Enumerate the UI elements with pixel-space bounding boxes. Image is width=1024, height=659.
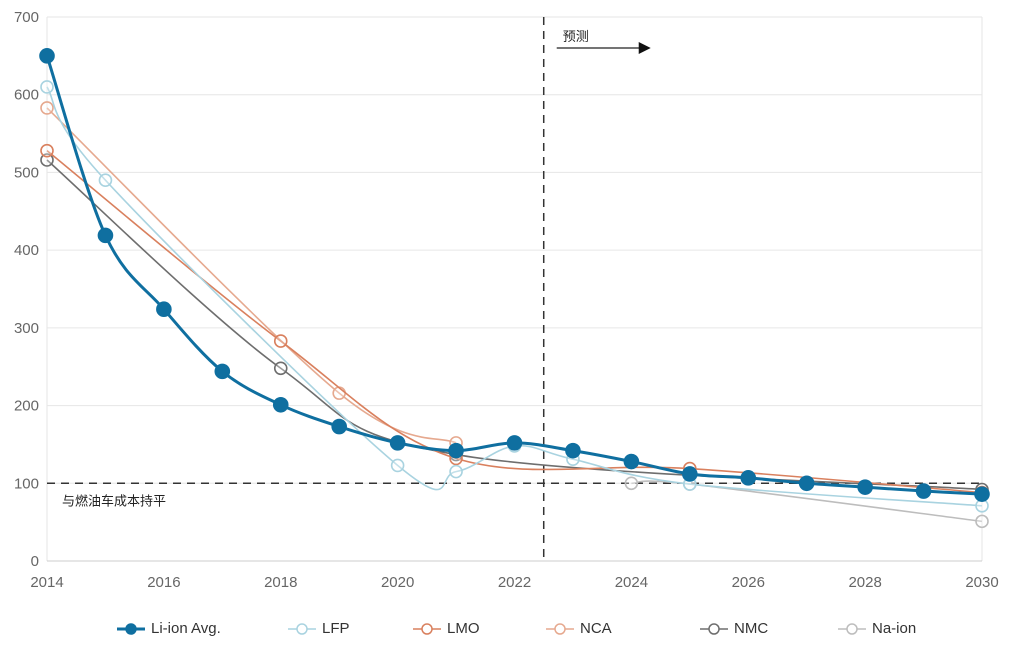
data-point-li-ion-avg: [506, 435, 523, 451]
data-point-nca: [332, 386, 346, 400]
data-point-nmc: [273, 361, 288, 376]
series-li-ion-avg: [39, 48, 990, 502]
x-tick-label: 2022: [498, 574, 531, 591]
data-point-li-ion-avg: [974, 486, 990, 502]
series-line-li-ion-avg: [45, 55, 983, 496]
forecast-arrow-icon: [556, 42, 651, 54]
legend-marker-icon: [413, 622, 441, 635]
y-tick-label: 300: [14, 320, 39, 337]
data-point-lfp: [390, 458, 405, 473]
legend-item: LMO: [413, 620, 480, 637]
data-point-li-ion-avg: [39, 48, 55, 64]
data-point-li-ion-avg: [331, 418, 347, 435]
data-point-li-ion-avg: [682, 466, 698, 482]
legend-marker-icon: [117, 622, 145, 635]
legend-item: NCA: [546, 620, 612, 637]
legend-label: NMC: [734, 620, 769, 637]
y-tick-label: 0: [31, 553, 39, 570]
x-tick-label: 2016: [147, 574, 180, 591]
data-point-li-ion-avg: [97, 227, 114, 244]
parity-label: 与燃油车成本持平: [62, 493, 166, 508]
x-tick-label: 2026: [732, 574, 765, 591]
data-point-li-ion-avg: [156, 301, 172, 318]
series-line-nca: [46, 107, 457, 444]
data-point-li-ion-avg: [798, 475, 815, 492]
y-tick-label: 600: [14, 87, 39, 104]
legend-label: NCA: [580, 620, 612, 637]
data-point-nca: [40, 101, 54, 115]
data-point-li-ion-avg: [389, 435, 406, 451]
legend-item: NMC: [700, 620, 768, 637]
x-tick-label: 2024: [615, 574, 648, 591]
data-point-li-ion-avg: [857, 479, 873, 495]
data-point-lmo: [40, 143, 54, 158]
y-tick-label: 400: [14, 242, 39, 259]
forecast-label: 预测: [563, 29, 589, 44]
legend-item: LFP: [288, 620, 350, 637]
series-line-lfp: [46, 86, 983, 507]
series-nca: [40, 101, 463, 450]
data-point-nmc: [40, 153, 54, 167]
data-point-li-ion-avg: [565, 442, 581, 459]
data-point-lfp: [449, 464, 463, 479]
y-tick-label: 500: [14, 164, 39, 181]
legend-item: Na-ion: [838, 620, 916, 637]
data-point-lfp: [98, 173, 113, 187]
data-point-lfp: [40, 80, 54, 94]
data-point-li-ion-avg: [272, 396, 289, 413]
x-tick-label: 2020: [381, 574, 414, 591]
data-point-li-ion-avg: [214, 363, 231, 380]
data-point-lmo: [273, 334, 288, 348]
line-chart: 0 100 200 300 400 500 600 700 2014 2016 2018 2020 2…: [14, 9, 999, 591]
data-point-li-ion-avg: [623, 453, 640, 470]
legend-marker-icon: [546, 622, 574, 635]
legend-marker-icon: [288, 622, 316, 635]
y-tick-label: 200: [14, 398, 39, 415]
data-point-na-ion: [975, 514, 989, 529]
x-tick-label: 2030: [965, 574, 998, 591]
data-point-na-ion: [624, 476, 639, 491]
legend: Li-ion Avg. LFP LMO NCA NMC Na-ion: [0, 620, 1024, 646]
legend-label: LMO: [447, 620, 480, 637]
legend-label: Na-ion: [872, 620, 917, 637]
x-tick-label: 2018: [264, 574, 297, 591]
y-tick-label: 100: [14, 475, 39, 492]
legend-label: Li-ion Avg.: [151, 620, 221, 637]
x-tick-label: 2028: [848, 574, 881, 591]
legend-item: Li-ion Avg.: [117, 620, 221, 637]
legend-label: LFP: [322, 620, 350, 637]
data-point-li-ion-avg: [740, 470, 757, 486]
legend-marker-icon: [700, 622, 728, 635]
x-tick-label: 2014: [30, 574, 63, 591]
y-tick-label: 700: [14, 9, 39, 26]
data-point-li-ion-avg: [915, 483, 932, 499]
data-point-li-ion-avg: [448, 442, 464, 459]
legend-marker-icon: [838, 622, 866, 635]
series-line-na-ion: [631, 480, 983, 523]
